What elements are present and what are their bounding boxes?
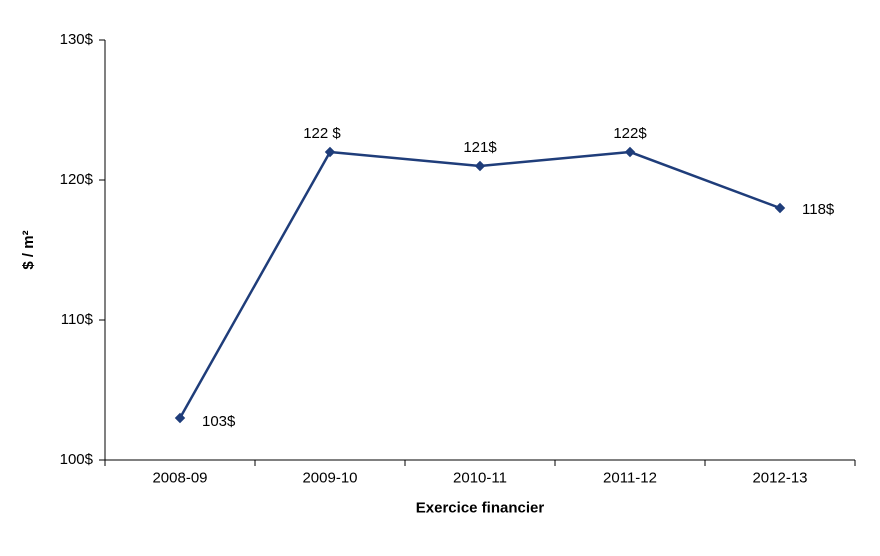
y-axis-title: $ / m² bbox=[20, 230, 37, 269]
x-tick-label: 2012-13 bbox=[752, 469, 807, 486]
x-tick-label: 2008-09 bbox=[152, 469, 207, 486]
data-label: 121$ bbox=[463, 139, 497, 156]
line-chart: 100$ 110$ 120$ 130$ 2008-09 2009-10 2010-11 201… bbox=[0, 0, 880, 556]
x-tick-label: 2011-12 bbox=[603, 469, 657, 486]
y-tick-label: 100$ bbox=[60, 451, 94, 468]
y-tick-label: 110$ bbox=[61, 311, 94, 328]
y-tick-label: 130$ bbox=[60, 31, 94, 48]
series-marker bbox=[476, 162, 485, 171]
x-tick-label: 2010-11 bbox=[453, 469, 507, 486]
series-marker bbox=[626, 148, 635, 157]
series-line bbox=[180, 152, 780, 418]
data-label: 118$ bbox=[802, 201, 835, 218]
series-marker bbox=[776, 204, 785, 213]
data-label: 122$ bbox=[613, 125, 647, 142]
y-tick-label: 120$ bbox=[60, 171, 94, 188]
x-axis-title: Exercice financier bbox=[416, 499, 545, 516]
data-label: 122 $ bbox=[303, 125, 341, 142]
x-tick-label: 2009-10 bbox=[302, 469, 357, 486]
data-label: 103$ bbox=[202, 413, 236, 430]
